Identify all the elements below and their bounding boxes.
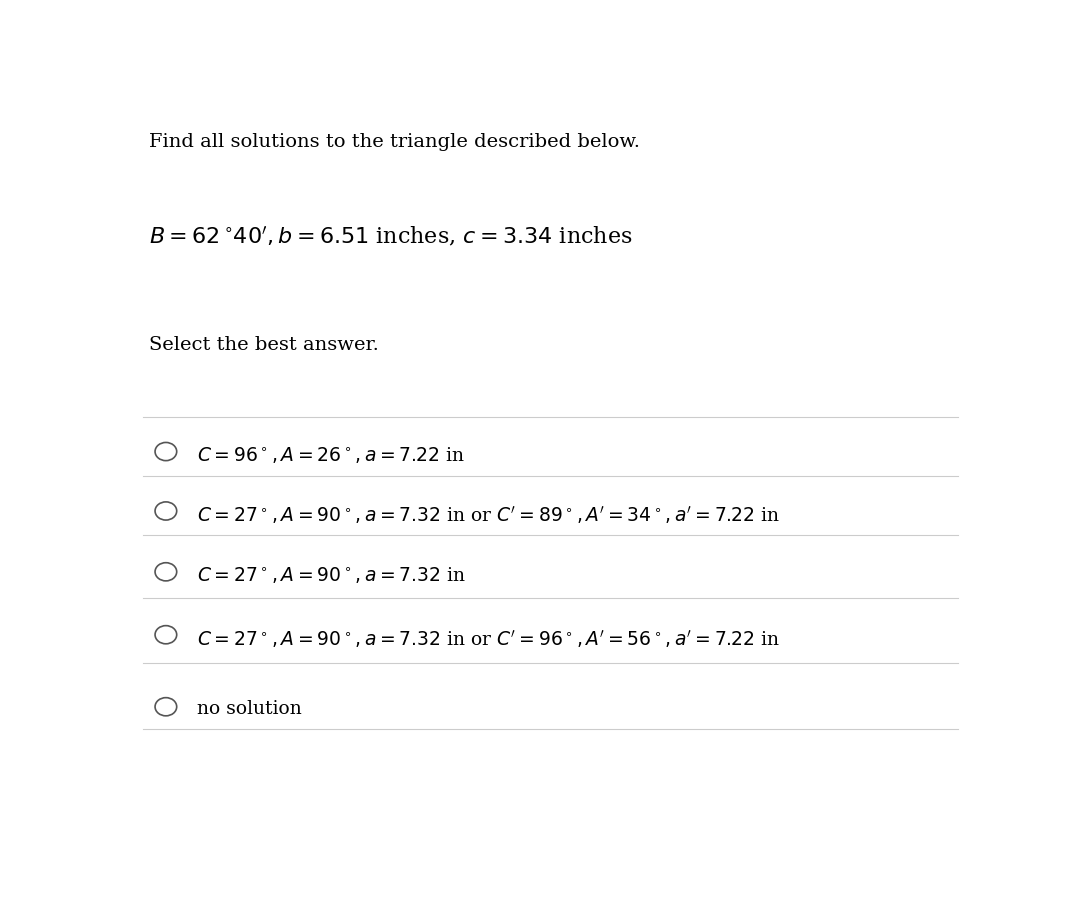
Text: $C = 27^\circ, A = 90^\circ, a = 7.32$ in or $C' = 96^\circ, A' = 56^\circ, a' =: $C = 27^\circ, A = 90^\circ, a = 7.32$ i… — [197, 627, 780, 650]
Text: no solution: no solution — [197, 700, 302, 717]
Text: $C = 27^\circ, A = 90^\circ, a = 7.32$ in: $C = 27^\circ, A = 90^\circ, a = 7.32$ i… — [197, 565, 465, 585]
Text: Select the best answer.: Select the best answer. — [149, 336, 379, 354]
Text: $C = 27^\circ, A = 90^\circ, a = 7.32$ in or $C' = 89^\circ, A' = 34^\circ, a' =: $C = 27^\circ, A = 90^\circ, a = 7.32$ i… — [197, 504, 780, 526]
Text: $B = 62^\circ\!40', b = 6.51$ inches, $c = 3.34$ inches: $B = 62^\circ\!40', b = 6.51$ inches, $c… — [149, 224, 633, 248]
Text: Find all solutions to the triangle described below.: Find all solutions to the triangle descr… — [149, 133, 640, 152]
Text: $C = 96^\circ, A = 26^\circ, a = 7.22$ in: $C = 96^\circ, A = 26^\circ, a = 7.22$ i… — [197, 445, 464, 465]
